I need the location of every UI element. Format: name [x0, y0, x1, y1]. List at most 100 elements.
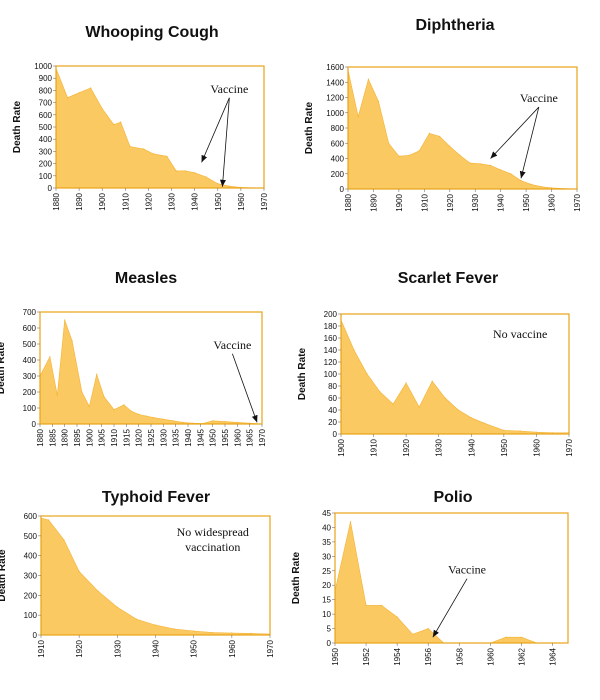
data-point — [520, 180, 522, 182]
x-tick-label: 1930 — [159, 428, 168, 446]
data-point — [505, 636, 507, 638]
x-tick-label: 1970 — [260, 192, 269, 210]
x-tick-label: 1930 — [113, 639, 122, 657]
x-tick-label: 1950 — [331, 647, 340, 665]
x-tick-label: 1960 — [228, 639, 237, 657]
x-tick-label: 1940 — [497, 193, 506, 211]
x-tick-label: 1920 — [402, 438, 411, 456]
x-tick-label: 1970 — [573, 193, 582, 211]
data-point — [212, 420, 214, 422]
data-point — [377, 100, 380, 102]
chart-title: Whooping Cough — [85, 24, 218, 41]
x-tick-label: 1955 — [221, 428, 230, 446]
x-tick-label: 1890 — [61, 428, 70, 446]
data-point — [496, 427, 498, 429]
y-tick-label: 100 — [39, 172, 53, 181]
y-tick-label: 500 — [23, 340, 37, 349]
data-point — [510, 173, 512, 175]
y-tick-label: 200 — [39, 160, 53, 169]
y-tick-label: 600 — [331, 139, 345, 148]
x-tick-label: 1910 — [370, 438, 379, 456]
death-rate-area — [55, 68, 265, 189]
x-tick-label: 1954 — [393, 647, 402, 665]
data-point — [408, 154, 410, 156]
y-tick-label: 400 — [24, 552, 38, 561]
data-point — [470, 417, 472, 419]
x-tick-label: 1960 — [486, 647, 495, 665]
annotation-text: No widespread — [177, 525, 249, 539]
data-point — [366, 373, 368, 375]
y-tick-label: 25 — [322, 567, 331, 576]
y-tick-label: 40 — [328, 406, 337, 415]
y-tick-label: 20 — [322, 581, 331, 590]
y-axis-label: Death Rate — [291, 551, 302, 604]
data-point — [175, 170, 177, 172]
y-tick-label: 1600 — [326, 63, 344, 72]
data-point — [135, 618, 137, 620]
x-tick-label: 1915 — [122, 428, 131, 446]
data-point — [88, 405, 90, 407]
death-rate-area — [347, 69, 578, 190]
x-tick-label: 1925 — [147, 428, 156, 446]
y-tick-label: 180 — [324, 322, 338, 331]
data-point — [418, 150, 420, 152]
x-tick-label: 1958 — [455, 647, 464, 665]
data-point — [193, 630, 195, 632]
y-tick-label: 200 — [331, 170, 345, 179]
data-point — [357, 116, 359, 118]
y-tick-label: 800 — [331, 124, 345, 133]
x-tick-label: 1930 — [168, 192, 177, 210]
y-axis-label: Death Rate — [0, 341, 7, 394]
y-tick-label: 1000 — [34, 62, 52, 71]
data-point — [123, 404, 125, 406]
x-tick-label: 1940 — [152, 639, 161, 657]
annotation-text: Vaccine — [213, 338, 251, 352]
data-point — [212, 632, 214, 634]
data-point — [116, 606, 118, 608]
data-point — [439, 135, 441, 137]
data-point — [551, 187, 553, 189]
y-tick-label: 400 — [39, 135, 53, 144]
data-point — [379, 391, 381, 393]
death-rate-area — [334, 521, 568, 644]
data-point — [49, 356, 51, 358]
data-point — [469, 162, 471, 164]
data-point — [101, 108, 103, 110]
x-tick-label: 1920 — [446, 193, 455, 211]
chart-panel-6: Polio Death Rate 0 5 10 15 20 25 30 35 40 45 1950 195… — [291, 489, 569, 666]
y-tick-label: 140 — [324, 346, 338, 355]
data-point — [90, 87, 92, 89]
data-point — [143, 148, 145, 150]
y-tick-label: 100 — [324, 370, 338, 379]
x-tick-label: 1962 — [517, 647, 526, 665]
y-tick-label: 900 — [39, 74, 53, 83]
data-point — [353, 349, 355, 351]
data-point — [138, 413, 140, 415]
y-tick-label: 100 — [23, 404, 37, 413]
data-point — [412, 633, 414, 635]
data-point — [172, 420, 174, 422]
x-tick-label: 1900 — [395, 193, 404, 211]
chart-panel-3: Measles Death Rate 0 100 200 300 400 500 600 700 1… — [0, 270, 267, 447]
x-tick-label: 1960 — [532, 438, 541, 456]
x-tick-label: 1950 — [522, 193, 531, 211]
data-point — [113, 409, 115, 411]
x-tick-label: 1910 — [110, 428, 119, 446]
chart-title: Typhoid Fever — [102, 489, 210, 506]
data-point — [444, 397, 446, 399]
data-point — [182, 421, 184, 423]
x-tick-label: 1895 — [73, 428, 82, 446]
y-tick-label: 600 — [23, 324, 37, 333]
y-tick-label: 20 — [328, 418, 337, 427]
data-point — [96, 373, 98, 375]
data-point — [459, 154, 461, 156]
data-point — [405, 382, 407, 384]
data-point — [78, 92, 80, 94]
data-point — [145, 415, 147, 417]
chart-title: Scarlet Fever — [398, 270, 499, 287]
data-point — [67, 97, 69, 99]
annotation-arrow — [519, 106, 540, 179]
data-point — [365, 604, 367, 607]
x-tick-label: 1885 — [48, 428, 57, 446]
data-point — [166, 155, 168, 157]
